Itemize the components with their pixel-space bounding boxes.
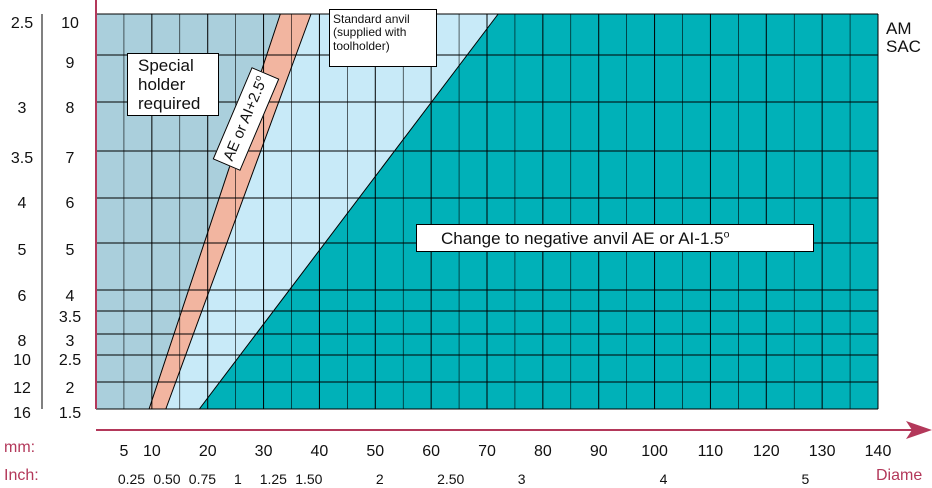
negative-anvil-text: Change to negative anvil AE or AI-1.5 bbox=[441, 229, 724, 248]
y-label-outer: 8 bbox=[18, 333, 27, 350]
axis-mm-label: mm: bbox=[4, 439, 36, 456]
y-label-inner: 2 bbox=[66, 380, 75, 397]
negative-anvil-label: Change to negative anvil AE or AI-1.5o bbox=[416, 224, 814, 252]
x-tick-mm: 120 bbox=[753, 443, 780, 460]
x-tick-inch: 5 bbox=[801, 471, 809, 487]
special-holder-label: Special holder required bbox=[127, 53, 219, 116]
x-tick-mm: 110 bbox=[698, 443, 724, 460]
y-label-outer: 3 bbox=[18, 100, 27, 117]
x-tick-mm: 130 bbox=[809, 443, 836, 460]
y-label-inner: 6 bbox=[66, 195, 75, 212]
x-tick-inch: 2 bbox=[376, 471, 384, 487]
x-tick-mm: 60 bbox=[422, 443, 440, 460]
boundary-standard-anvil bbox=[198, 13, 499, 410]
negative-degree-mark: o bbox=[723, 228, 730, 241]
x-tick-inch: 2.50 bbox=[437, 471, 464, 487]
x-tick-inch: 0.50 bbox=[153, 471, 180, 487]
x-tick-inch: 3 bbox=[518, 471, 526, 487]
x-tick-mm: 40 bbox=[311, 443, 329, 460]
standard-anvil-label: Standard anvil (supplied with toolholder… bbox=[329, 9, 437, 67]
x-tick-inch: 1.50 bbox=[295, 471, 322, 487]
x-tick-inch: 1.25 bbox=[260, 471, 287, 487]
axis-diameter-label: Diame bbox=[876, 467, 923, 484]
y-label-outer: 12 bbox=[13, 380, 31, 397]
x-tick-mm: 5 bbox=[119, 443, 128, 460]
axis-inch-label: Inch: bbox=[4, 467, 39, 484]
boundary-ae-ai-plus bbox=[165, 13, 312, 410]
x-tick-mm: 50 bbox=[366, 443, 384, 460]
y-label-inner: 3 bbox=[66, 333, 75, 350]
y-label-inner: 9 bbox=[66, 55, 75, 72]
x-tick-mm: 80 bbox=[534, 443, 552, 460]
y-label-inner: 10 bbox=[61, 15, 79, 32]
y-label-inner: 2.5 bbox=[59, 352, 81, 369]
x-tick-inch: 0.25 bbox=[118, 471, 145, 487]
x-tick-inch: 0.75 bbox=[189, 471, 216, 487]
y-label-outer: 3.5 bbox=[11, 150, 33, 167]
y-label-inner: 1.5 bbox=[59, 405, 81, 422]
y-label-outer: 5 bbox=[18, 242, 27, 259]
x-tick-inch: 4 bbox=[660, 471, 668, 487]
y-label-outer: 6 bbox=[18, 288, 27, 305]
x-tick-mm: 20 bbox=[199, 443, 217, 460]
y-label-outer: 4 bbox=[18, 195, 27, 212]
y-label-inner: 3.5 bbox=[59, 309, 81, 326]
y-label-inner: 8 bbox=[66, 100, 75, 117]
x-tick-mm: 70 bbox=[478, 443, 496, 460]
x-tick-inch: 1 bbox=[234, 471, 242, 487]
x-tick-mm: 10 bbox=[143, 443, 161, 460]
y-label-inner: 5 bbox=[66, 242, 75, 259]
y-label-inner: 4 bbox=[66, 288, 75, 305]
y-label-outer: 10 bbox=[13, 352, 31, 369]
x-axis-arrowhead bbox=[906, 421, 932, 439]
x-tick-mm: 140 bbox=[865, 443, 892, 460]
x-tick-mm: 30 bbox=[255, 443, 273, 460]
y-label-outer: 16 bbox=[13, 405, 31, 422]
x-tick-mm: 100 bbox=[641, 443, 668, 460]
x-tick-mm: 90 bbox=[590, 443, 608, 460]
side-title: AM SAC bbox=[886, 20, 921, 56]
y-label-outer: 2.5 bbox=[11, 15, 33, 32]
y-label-inner: 7 bbox=[66, 150, 75, 167]
